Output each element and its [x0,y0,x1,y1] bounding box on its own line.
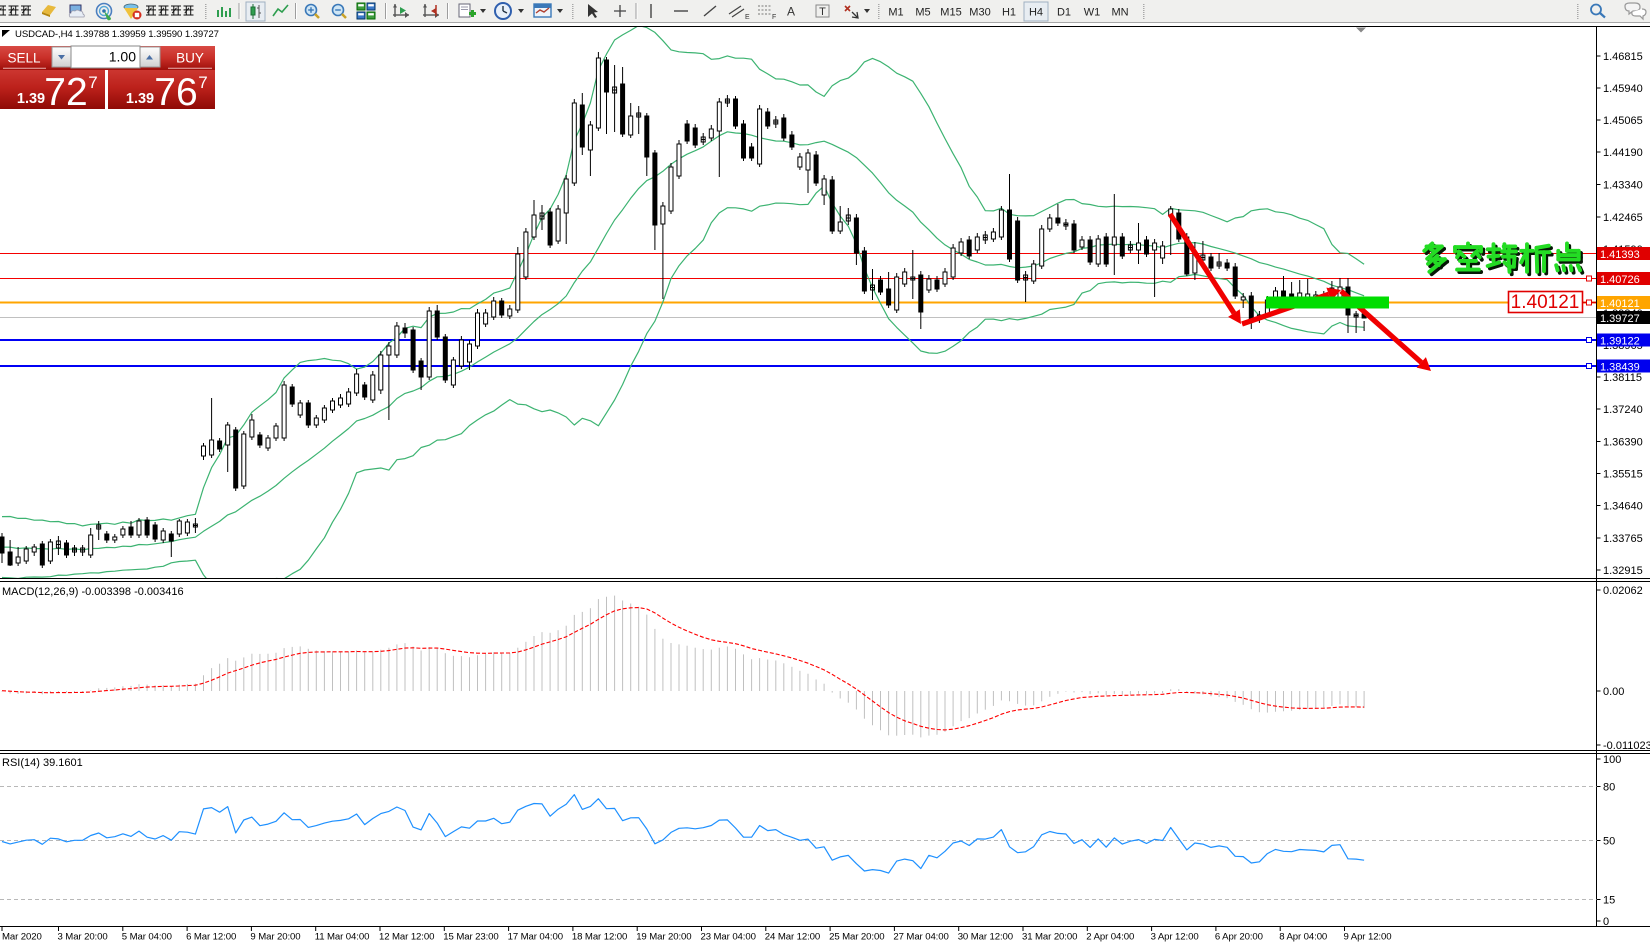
svg-text:1.39727: 1.39727 [1600,313,1640,325]
svg-text:17 Mar 04:00: 17 Mar 04:00 [508,932,563,943]
svg-text:80: 80 [1603,782,1615,794]
svg-text:USDCAD-,H4 1.39788 1.39959 1.: USDCAD-,H4 1.39788 1.39959 1.39590 1.397… [15,29,219,40]
svg-text:12 Mar 12:00: 12 Mar 12:00 [379,932,434,943]
svg-text:BUY: BUY [176,51,204,66]
svg-text:9 Apr 12:00: 9 Apr 12:00 [1344,932,1392,943]
svg-text:0: 0 [1603,916,1609,928]
svg-text:MACD(12,26,9) -0.003398 -0.003: MACD(12,26,9) -0.003398 -0.003416 [2,586,184,598]
svg-text:1.43340: 1.43340 [1603,180,1643,192]
svg-text:T: T [819,6,826,18]
svg-text:1.32915: 1.32915 [1603,565,1643,577]
svg-text:2 Apr 04:00: 2 Apr 04:00 [1086,932,1134,943]
svg-text:1.39122: 1.39122 [1600,336,1640,348]
svg-text:50: 50 [1603,836,1615,848]
svg-text:6 Apr 20:00: 6 Apr 20:00 [1215,932,1263,943]
svg-text:SELL: SELL [7,51,41,66]
svg-text:M5: M5 [915,7,930,19]
svg-text:19 Mar 20:00: 19 Mar 20:00 [636,932,691,943]
svg-text:25 Mar 20:00: 25 Mar 20:00 [829,932,884,943]
svg-text:7: 7 [88,73,97,92]
svg-text:M1: M1 [888,7,903,19]
svg-text:1.40121: 1.40121 [1511,292,1580,313]
svg-text:1.36390: 1.36390 [1603,437,1643,449]
svg-text:A: A [787,5,795,19]
svg-text:1.40121: 1.40121 [1600,298,1640,310]
svg-text:0.02062: 0.02062 [1603,585,1643,597]
svg-text:1.38439: 1.38439 [1600,362,1640,374]
svg-text:76: 76 [154,71,197,114]
svg-text:8 Apr 04:00: 8 Apr 04:00 [1279,932,1327,943]
svg-text:15: 15 [1603,895,1615,907]
svg-text:1.35515: 1.35515 [1603,469,1643,481]
svg-text:1.33765: 1.33765 [1603,533,1643,545]
svg-text:RSI(14) 39.1601: RSI(14) 39.1601 [2,757,83,769]
svg-text:5 Mar 04:00: 5 Mar 04:00 [122,932,172,943]
svg-text:1.34640: 1.34640 [1603,501,1643,513]
svg-text:1.44190: 1.44190 [1603,147,1643,159]
svg-text:H1: H1 [1002,7,1016,19]
svg-text:3 Mar 20:00: 3 Mar 20:00 [58,932,108,943]
svg-text:1.00: 1.00 [109,49,136,65]
svg-text:H4: H4 [1029,7,1043,19]
svg-text:18 Mar 12:00: 18 Mar 12:00 [572,932,627,943]
svg-text:1.40726: 1.40726 [1600,274,1640,286]
svg-text:W1: W1 [1084,7,1101,19]
svg-text:E: E [745,14,750,21]
svg-text:Mar 2020: Mar 2020 [2,932,42,943]
svg-text:-0.011023: -0.011023 [1603,740,1650,752]
svg-text:F: F [772,14,776,21]
svg-text:15 Mar 23:00: 15 Mar 23:00 [443,932,498,943]
svg-text:M15: M15 [940,7,961,19]
svg-text:1.46815: 1.46815 [1603,51,1643,63]
svg-text:MN: MN [1111,7,1128,19]
svg-text:24 Mar 12:00: 24 Mar 12:00 [765,932,820,943]
svg-text:1.45940: 1.45940 [1603,83,1643,95]
svg-text:7: 7 [198,73,207,92]
svg-text:M30: M30 [969,7,990,19]
svg-text:3 Apr 12:00: 3 Apr 12:00 [1151,932,1199,943]
svg-text:9 Mar 20:00: 9 Mar 20:00 [250,932,300,943]
svg-text:11 Mar 04:00: 11 Mar 04:00 [315,932,370,943]
svg-text:0.00: 0.00 [1603,686,1624,698]
svg-text:1.39: 1.39 [126,91,154,107]
svg-text:1.38115: 1.38115 [1603,372,1642,384]
svg-text:23 Mar 04:00: 23 Mar 04:00 [701,932,756,943]
svg-text:1.39: 1.39 [17,91,45,107]
svg-text:72: 72 [44,71,87,114]
svg-text:30 Mar 12:00: 30 Mar 12:00 [958,932,1013,943]
svg-text:D1: D1 [1057,7,1071,19]
svg-text:1.42465: 1.42465 [1603,212,1643,224]
svg-text:100: 100 [1603,754,1621,766]
svg-text:27 Mar 04:00: 27 Mar 04:00 [893,932,948,943]
svg-text:6 Mar 12:00: 6 Mar 12:00 [186,932,236,943]
svg-text:31 Mar 20:00: 31 Mar 20:00 [1022,932,1077,943]
svg-text:1.45065: 1.45065 [1603,115,1643,127]
svg-text:1.37240: 1.37240 [1603,404,1643,416]
svg-text:1.41393: 1.41393 [1600,249,1640,261]
